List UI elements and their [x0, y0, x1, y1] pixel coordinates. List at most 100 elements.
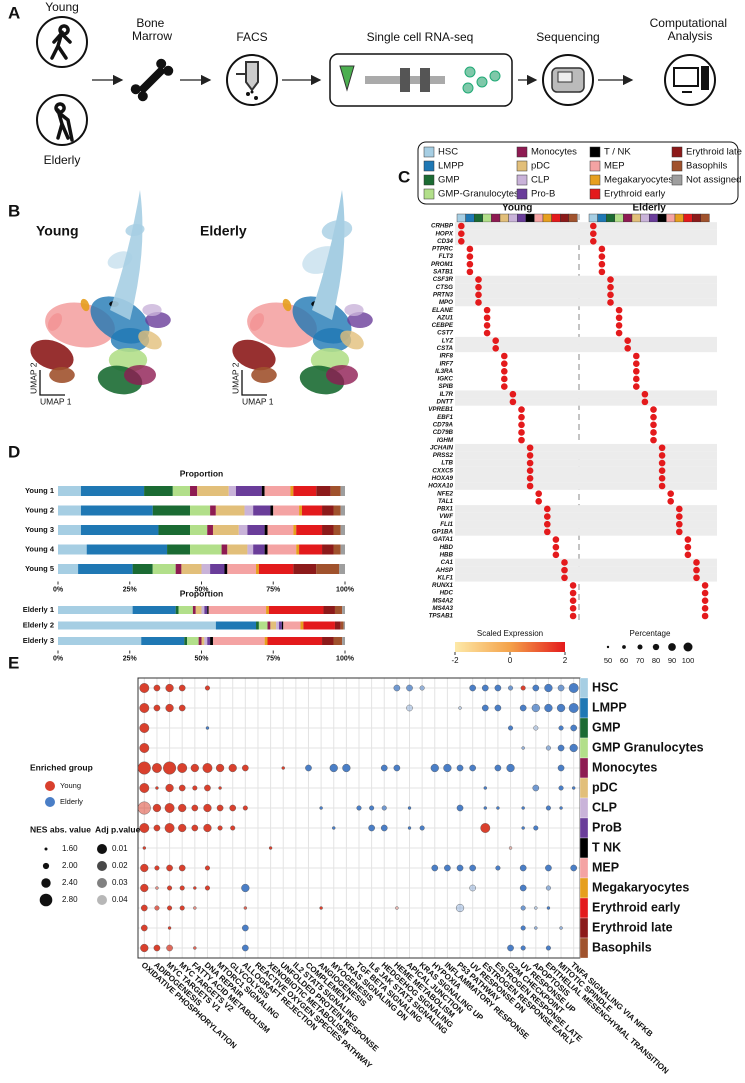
bar-segment	[207, 525, 213, 535]
enrichment-dot	[508, 846, 513, 850]
bar-segment	[293, 564, 317, 574]
row-swatch	[579, 937, 589, 959]
bar-segment	[267, 621, 271, 630]
gene-label: SATB1	[433, 269, 453, 276]
row-swatch	[579, 897, 589, 919]
enrichment-dot	[217, 825, 223, 831]
expression-dot	[518, 421, 525, 429]
bar-segment	[238, 525, 248, 535]
expression-dot	[518, 436, 525, 444]
gene-label: IL7R	[440, 391, 454, 398]
umap-cluster	[145, 312, 171, 328]
alpha-title: Adj p.value	[95, 824, 141, 834]
umap-cluster	[347, 312, 373, 328]
enrichment-dot	[178, 684, 186, 692]
expression-dot	[569, 612, 577, 620]
enrichment-dot	[153, 944, 161, 952]
alpha-key	[97, 895, 107, 905]
column-swatch	[674, 213, 684, 223]
enrichment-dot	[204, 885, 210, 891]
bar-segment	[253, 544, 265, 555]
bar-segment	[300, 621, 304, 630]
enrichment-dot	[216, 804, 224, 812]
enrichment-dot	[521, 746, 525, 750]
expression-dot	[501, 375, 508, 383]
bar-segment	[340, 544, 345, 555]
x-tick-label: 50%	[194, 586, 209, 593]
column-swatch	[700, 213, 710, 223]
expression-dot	[501, 367, 508, 375]
enrichment-dot	[242, 944, 249, 952]
expression-dot	[492, 345, 500, 352]
size-key	[668, 643, 676, 651]
enrichment-dot	[481, 684, 489, 692]
row-band	[455, 573, 717, 582]
enrichment-dot	[139, 723, 150, 733]
row-band	[455, 275, 717, 284]
gene-label: CST7	[437, 330, 453, 337]
bar-segment	[197, 486, 229, 496]
size-title: NES abs. value	[30, 824, 91, 834]
expression-dot	[544, 505, 551, 513]
expression-dot	[693, 559, 700, 566]
size-key	[683, 642, 693, 652]
enrichment-dot	[139, 823, 150, 833]
bar-segment	[339, 564, 345, 574]
umap-x-label: UMAP 1	[40, 396, 72, 406]
legend-label: Pro-B	[531, 189, 555, 200]
row-label: Monocytes	[592, 760, 657, 774]
step-label: Bone Marrow	[132, 16, 172, 43]
x-tick-label: 50%	[194, 655, 209, 662]
legend-title: Enriched group	[30, 762, 93, 772]
young-icon	[36, 16, 88, 68]
enrichment-dot	[139, 703, 150, 713]
bar-segment	[58, 544, 87, 555]
umap-y-label: UMAP 2	[230, 362, 240, 394]
row-band	[455, 466, 717, 475]
expression-dot	[676, 505, 683, 513]
enrichment-dot	[570, 864, 577, 872]
bar-segment	[80, 525, 159, 535]
row-label: Young 5	[25, 564, 54, 573]
enrichment-dot	[154, 865, 160, 871]
legend-dot	[45, 797, 55, 807]
size-key-label: 2.00	[62, 861, 78, 870]
enrichment-dot	[193, 886, 197, 890]
panel-label: C	[398, 167, 410, 186]
gene-label: AHSP	[435, 567, 454, 574]
column-swatch	[474, 213, 484, 223]
umap-cluster	[282, 298, 292, 312]
size-key	[41, 878, 51, 888]
alpha-key-label: 0.04	[112, 895, 128, 904]
size-key-label: 100	[682, 656, 695, 665]
enrichment-dot	[203, 803, 212, 813]
bar-segment	[80, 505, 153, 516]
walker-icon	[50, 24, 72, 60]
size-key-label: 70	[636, 656, 644, 665]
expression-dot	[607, 283, 614, 291]
legend-swatch	[671, 174, 683, 186]
enrichment-dot	[356, 805, 362, 811]
column-swatch	[465, 213, 475, 223]
enrichment-dot	[458, 706, 462, 710]
gene-label: DNTT	[437, 399, 455, 406]
expression-dot	[526, 467, 534, 475]
expression-dot	[466, 268, 474, 276]
size-key	[39, 893, 53, 907]
expression-dot	[701, 597, 709, 605]
bar-segment	[303, 621, 335, 630]
enrichment-dot	[544, 683, 553, 693]
expression-dot	[483, 306, 491, 314]
size-key	[652, 643, 660, 651]
umap-cluster	[138, 330, 162, 350]
row-swatch	[579, 857, 589, 879]
size-key-label: 60	[620, 656, 628, 665]
bar-segment	[342, 606, 345, 614]
enrichment-dot	[419, 825, 425, 831]
elder-icon	[54, 102, 74, 142]
expression-dot	[650, 429, 657, 436]
enrichment-dot	[141, 924, 148, 932]
bar-segment	[270, 505, 274, 516]
column-swatch	[606, 213, 616, 223]
